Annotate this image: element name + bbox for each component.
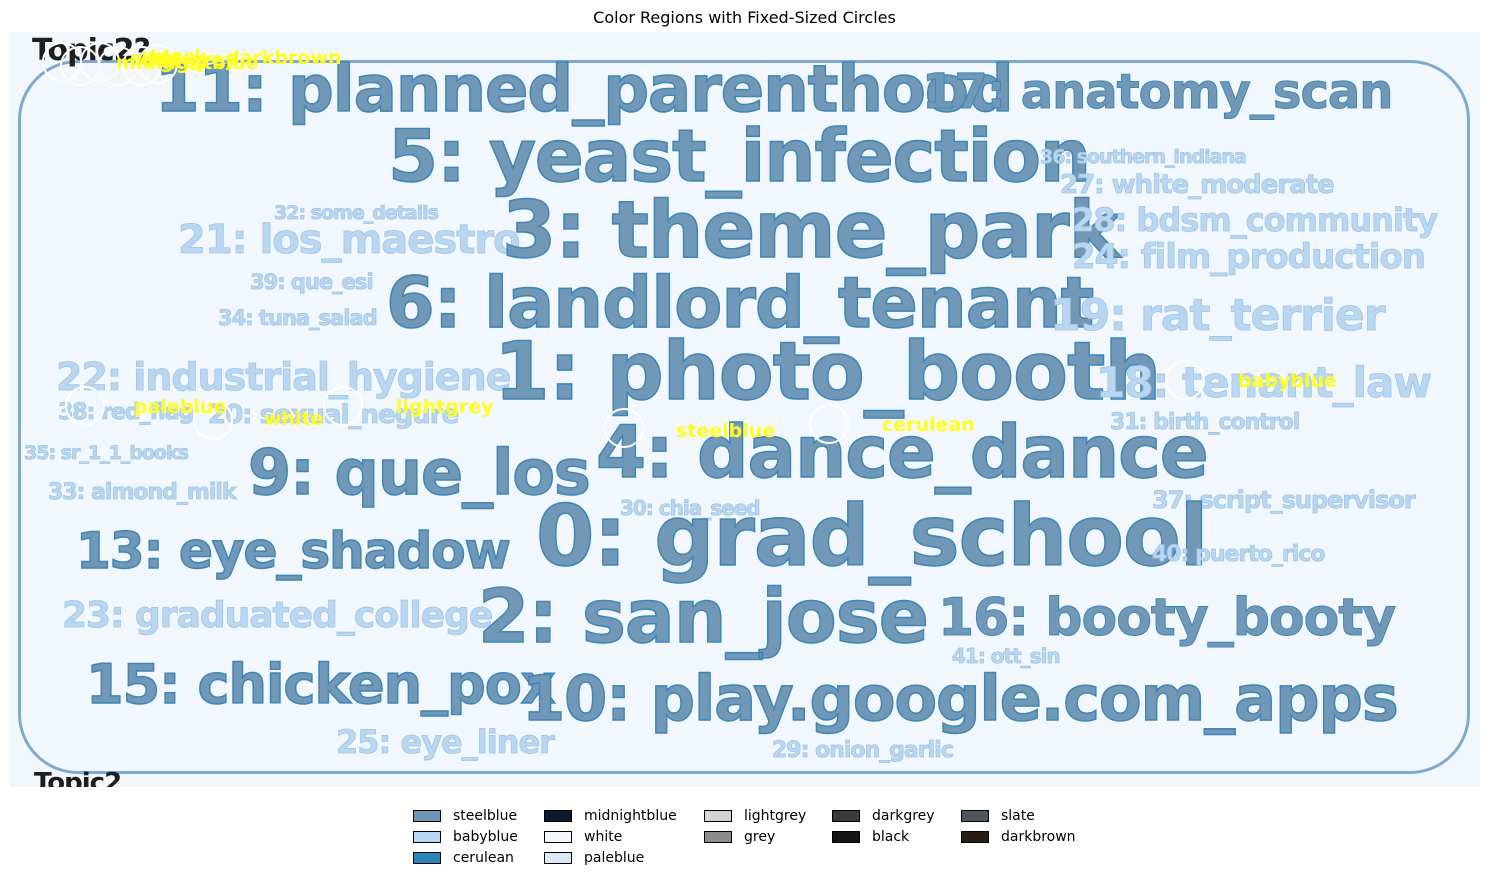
topic-word: 10: play.google.com_apps <box>521 662 1399 735</box>
legend-label: grey <box>744 829 776 845</box>
topic-word: 17: anatomy_scan <box>921 64 1393 120</box>
topic-word: 30: chia_seed <box>620 496 761 520</box>
legend-label: black <box>872 829 910 845</box>
region-circle-babyblue <box>1165 360 1205 400</box>
topic-word: 16: booty_booty <box>937 588 1396 648</box>
legend-label: paleblue <box>584 850 645 866</box>
region-circle-cerulean <box>809 404 849 444</box>
topic-word: 13: eye_shadow <box>75 522 511 580</box>
legend-label: white <box>584 829 623 845</box>
topic-word: 41: ott_sin <box>952 644 1061 668</box>
topic-word: 21: los_maestro <box>178 217 521 263</box>
topic-word: 33: almond_milk <box>48 480 237 505</box>
topic-word: 5: yeast_infection <box>387 114 1092 198</box>
topic-word: 29: onion_garlic <box>772 738 955 763</box>
topic-word: 25: eye_liner <box>336 723 556 761</box>
legend-item: babyblue <box>413 827 518 847</box>
topic-word: 32: some_details <box>274 202 440 224</box>
topic-word: 28: bdsm_community <box>1072 201 1439 239</box>
legend-item: grey <box>704 827 775 847</box>
region-label-lightgrey: lightgrey <box>396 396 494 418</box>
topic-word: 37: script_supervisor <box>1152 486 1417 514</box>
legend-swatch <box>413 852 441 864</box>
region-label-midnightblue: midnightblue <box>116 52 259 74</box>
legend-item: white <box>544 827 622 847</box>
region-circle-white <box>193 400 233 440</box>
legend-swatch <box>544 852 572 864</box>
topic-word: 18: tenant_law <box>1096 358 1433 407</box>
corner-label-bottom: Topic2 <box>34 768 122 787</box>
wordcloud-frame <box>18 60 1470 774</box>
legend-label: steelblue <box>453 808 518 824</box>
region-circle-steelblue <box>604 408 644 448</box>
topic-word: 39: que_esi <box>250 270 374 294</box>
topic-word: 15: chicken_pox <box>85 653 556 716</box>
legend-swatch <box>413 831 441 843</box>
topic-word: 36: southern_indiana <box>1040 146 1248 168</box>
region-label-darkbrown: darkbrown <box>226 47 342 69</box>
wordcloud-image: Topic2? Topic2 11: planned_parenthood 17… <box>10 32 1480 787</box>
legend-label: lightgrey <box>744 808 807 824</box>
legend-swatch <box>704 810 732 822</box>
topic-word: 6: landlord_tenant <box>385 262 1095 344</box>
region-circle-paleblue <box>65 386 105 426</box>
region-label-cerulean: cerulean <box>882 414 975 436</box>
legend-item: darkgrey <box>832 806 935 826</box>
legend-swatch <box>832 831 860 843</box>
legend-item: lightgrey <box>704 806 806 826</box>
legend-item: steelblue <box>413 806 517 826</box>
legend-label: darkbrown <box>1001 829 1076 845</box>
legend-label: cerulean <box>453 850 514 866</box>
region-circle-grey <box>60 46 100 86</box>
legend-item: slate <box>961 806 1035 826</box>
legend-item: paleblue <box>544 848 644 868</box>
topic-word: 11: planned_parenthood <box>154 53 1014 127</box>
region-label-black: black <box>150 46 207 68</box>
region-label-paleblue: paleblue <box>134 396 227 418</box>
legend-swatch <box>544 831 572 843</box>
legend-swatch <box>544 810 572 822</box>
legend-item: black <box>832 827 909 847</box>
topic-word: 35: sr_1_1_books <box>24 442 190 464</box>
region-circle-lightgrey <box>323 386 363 426</box>
legend-swatch <box>961 810 989 822</box>
region-label-babyblue: babyblue <box>1238 370 1337 392</box>
legend-swatch <box>704 831 732 843</box>
topic-word: 40: puerto_rico <box>1152 542 1326 567</box>
topic-word: 1: photo_booth <box>493 325 1162 418</box>
legend-item: midnightblue <box>544 806 677 826</box>
legend-swatch <box>413 810 441 822</box>
region-label-white: white <box>264 408 324 430</box>
legend-label: midnightblue <box>584 808 677 824</box>
topic-word: 19: rat_terrier <box>1050 290 1386 341</box>
legend-label: babyblue <box>453 829 518 845</box>
legend-item: darkbrown <box>961 827 1076 847</box>
topic-word: 22: industrial_hygiene <box>56 355 512 399</box>
legend-item: cerulean <box>413 848 514 868</box>
topic-word: 34: tuna_salad <box>218 306 378 330</box>
region-label-steelblue: steelblue <box>676 420 776 442</box>
region-label-grey: grey <box>160 51 209 73</box>
topic-word: 0: grad_school <box>535 487 1209 585</box>
topic-word: 3: theme_park <box>501 186 1121 276</box>
legend-label: darkgrey <box>872 808 935 824</box>
legend-swatch <box>832 810 860 822</box>
chart-title: Color Regions with Fixed-Sized Circles <box>593 8 896 27</box>
legend-swatch <box>961 831 989 843</box>
topic-word: 2: san_jose <box>477 574 929 660</box>
topic-word: 4: dance_dance <box>595 410 1209 494</box>
topic-word: 31: birth_control <box>1110 410 1301 435</box>
topic-word: 24: film_production <box>1072 237 1427 277</box>
topic-word: 9: que_los <box>247 436 591 509</box>
region-label-slate: slate <box>130 48 183 70</box>
legend: steelblue babyblue cerulean midnightblue… <box>405 800 1085 872</box>
region-label-darkgrey: darkgrey <box>140 49 237 71</box>
legend-label: slate <box>1001 808 1035 824</box>
topic-word: 23: graduated_college <box>62 595 494 636</box>
topic-word: 27: white_moderate <box>1060 170 1336 200</box>
